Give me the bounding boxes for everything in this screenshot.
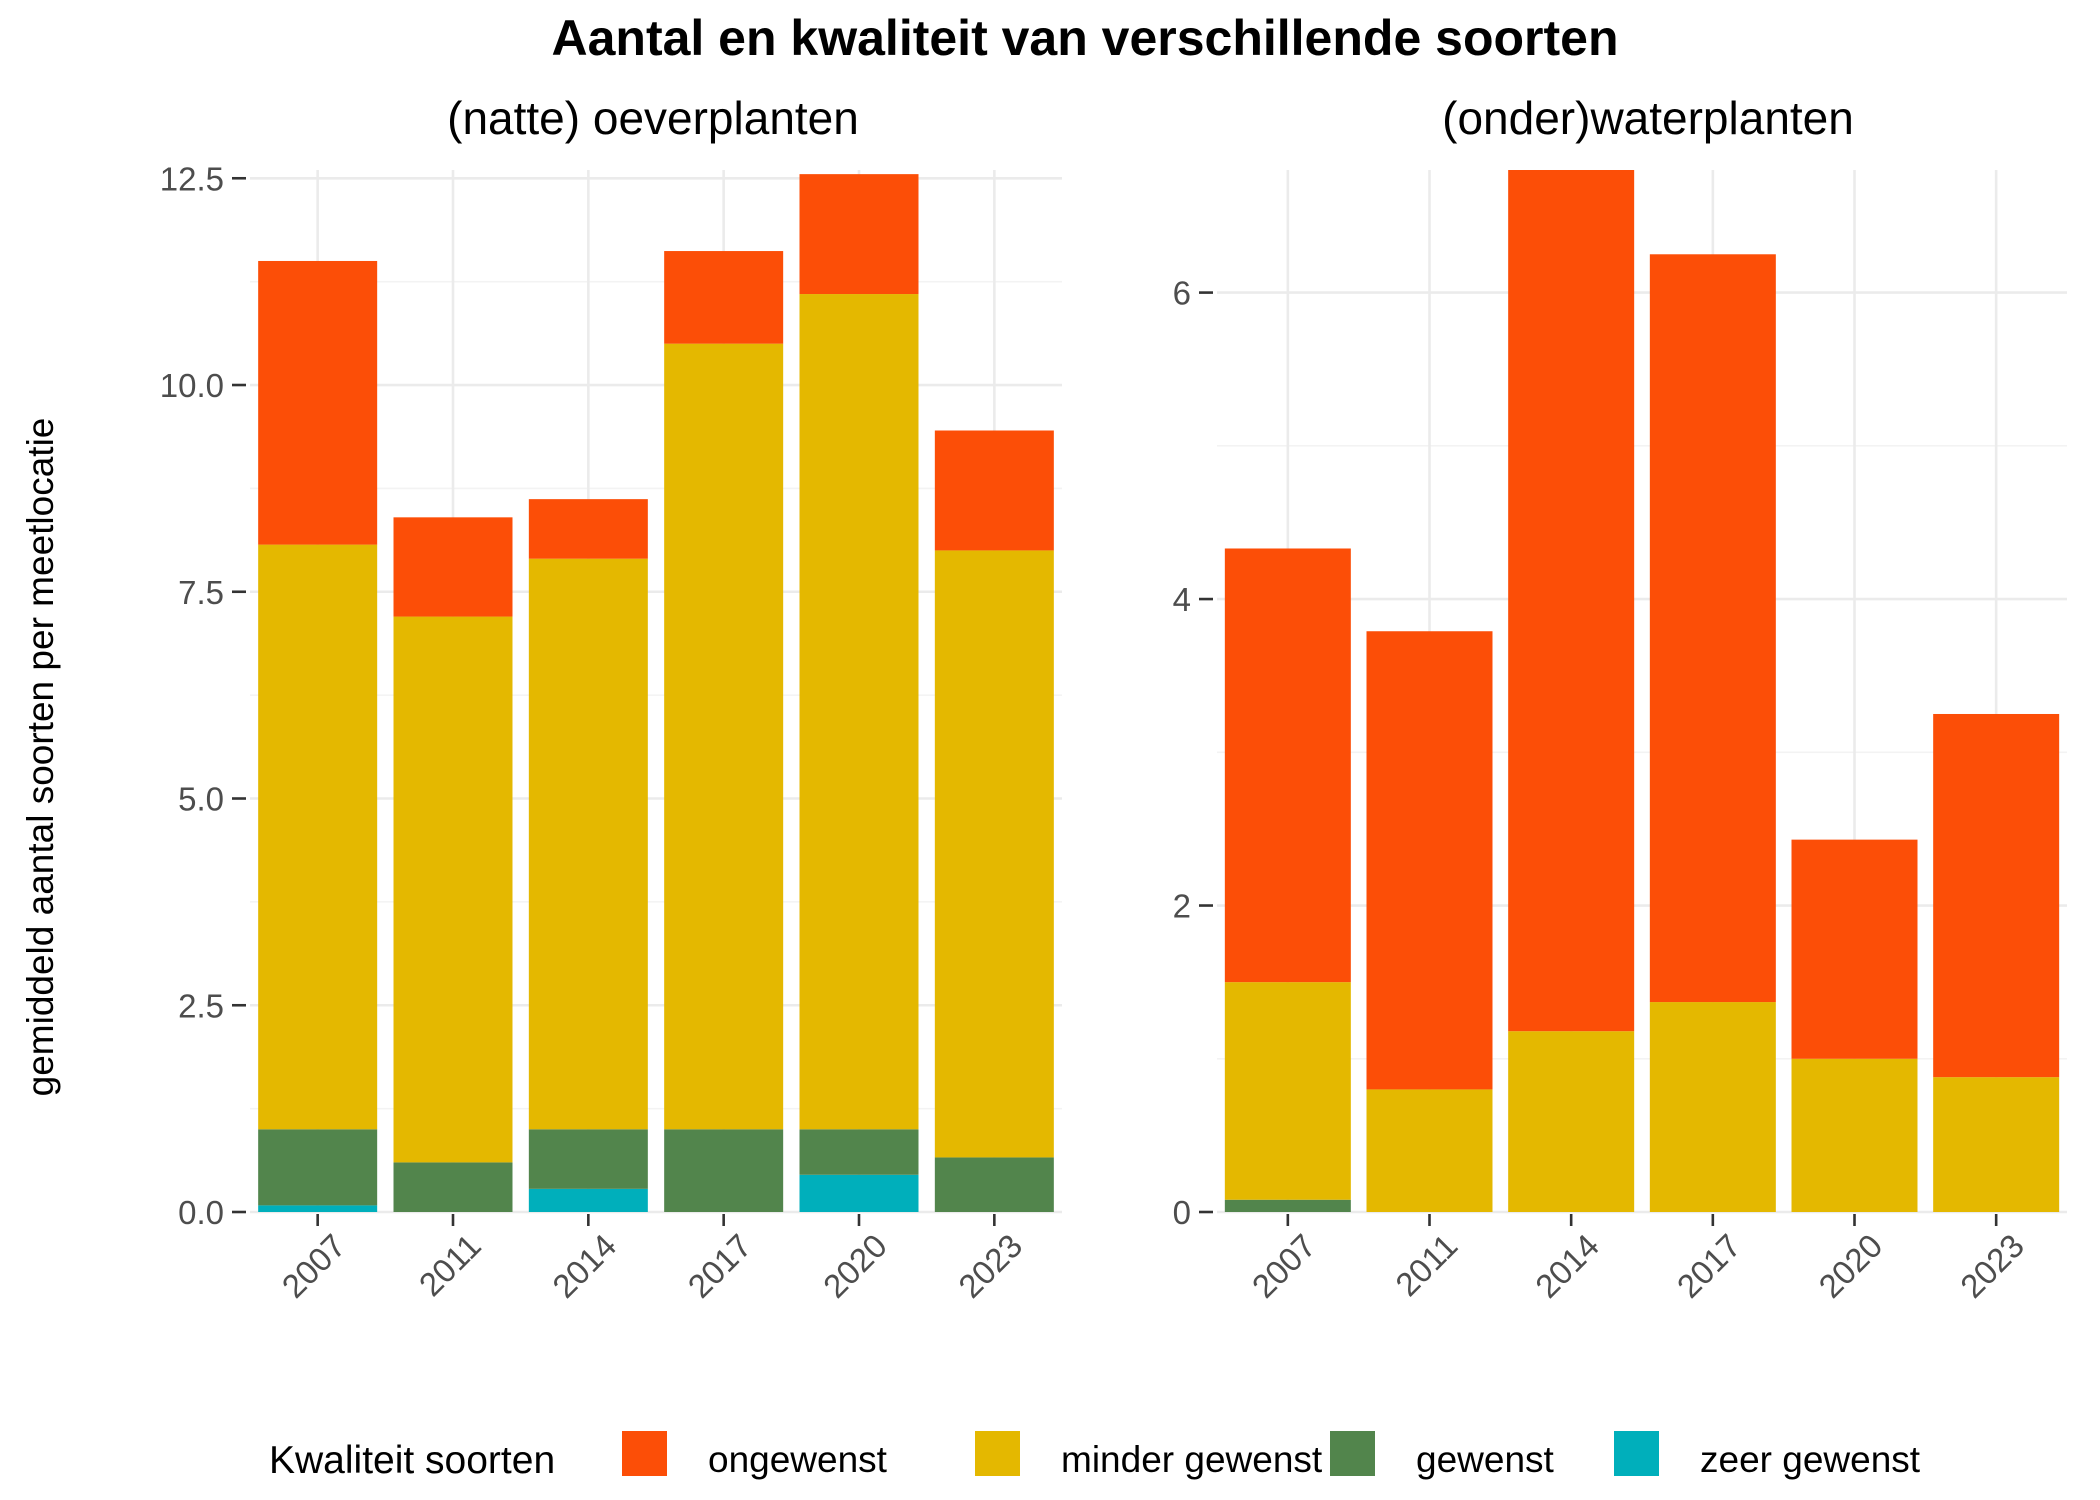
bar-segment-minder-gewenst [799,294,919,1130]
y-tick-label: 2.5 [178,987,224,1024]
bar-segment-gewenst [934,1157,1054,1212]
bar-segment-minder-gewenst [1508,1031,1635,1212]
x-tick-label: 2020 [1811,1227,1889,1305]
bar-segment-minder-gewenst [528,558,648,1130]
legend-label: ongewenst [708,1439,888,1480]
panel-oeverplanten: 0.0 2.5 5.0 7.5 10.0 12.5 2007 2011 2014 2017 2020… [160,160,1062,1305]
bar-segment-minder-gewenst [1791,1058,1918,1212]
bar-segment-ongewenst [1791,839,1918,1059]
bar-segment-gewenst [664,1129,784,1212]
y-tick-label: 10.0 [160,367,224,404]
y-tick-label: 0 [1173,1194,1191,1231]
bar-segment-zeer-gewenst [528,1188,648,1212]
legend-title: Kwaliteit soorten [269,1439,555,1482]
bar-segment-ongewenst [1366,631,1493,1090]
x-tick-label: 2011 [1388,1227,1464,1303]
panel-title-waterplanten: (onder)waterplanten [1442,92,1854,144]
x-tick-label: 2007 [275,1227,353,1305]
legend-label: minder gewenst [1061,1439,1323,1480]
bar-segment-ongewenst [393,517,513,617]
bar-segment-minder-gewenst [664,343,784,1130]
x-tick-label: 2023 [1953,1227,2031,1305]
x-tick-label: 2020 [816,1227,894,1305]
y-tick-label: 0.0 [178,1194,224,1231]
bar-segment-ongewenst [799,174,919,295]
y-tick-label: 6 [1173,275,1191,312]
legend-label: zeer gewenst [1700,1439,1921,1480]
legend-swatch-minder-gewenst [975,1431,1020,1476]
bar-segment-ongewenst [1508,170,1635,1032]
legend: Kwaliteit soorten ongewenst minder gewens… [269,1431,1921,1482]
bar-segment-ongewenst [258,260,378,545]
panel-title-oeverplanten: (natte) oeverplanten [447,92,859,144]
bar-segment-ongewenst [934,430,1054,551]
bar-segment-zeer-gewenst [799,1174,919,1212]
chart-title: Aantal en kwaliteit van verschillende so… [551,10,1618,66]
bar-segment-gewenst [528,1129,648,1189]
bar-segment-ongewenst [1224,548,1351,983]
x-tick-label: 2017 [681,1227,759,1305]
bar-segment-minder-gewenst [934,550,1054,1158]
bar-segment-minder-gewenst [1933,1077,2060,1212]
bar-segment-minder-gewenst [393,616,513,1163]
bar-segment-gewenst [258,1129,378,1206]
bar-segment-minder-gewenst [1366,1089,1493,1212]
x-tick-label: 2017 [1670,1227,1748,1305]
bar-segment-minder-gewenst [258,544,378,1130]
bar-segment-gewenst [799,1129,919,1175]
bar-segment-minder-gewenst [1224,982,1351,1200]
y-tick-label: 12.5 [160,160,224,197]
x-tick-label: 2014 [545,1227,623,1305]
y-tick-label: 5.0 [178,781,224,818]
bar-segment-gewenst [393,1162,513,1212]
legend-swatch-ongewenst [622,1431,667,1476]
panel-waterplanten: 0 2 4 6 2007 2011 2014 2017 2020 2023 [1173,170,2067,1305]
y-tick-label: 4 [1173,581,1191,618]
bar-segment-ongewenst [528,499,648,559]
y-axis-title: gemiddeld aantal soorten per meetlocatie [20,418,61,1097]
bar-segment-zeer-gewenst [258,1205,378,1212]
legend-swatch-gewenst [1330,1431,1375,1476]
x-tick-label: 2014 [1528,1227,1606,1305]
bar-segment-gewenst [1224,1199,1351,1212]
x-tick-label: 2011 [412,1227,488,1303]
bar-segment-ongewenst [1933,713,2060,1078]
x-tick-label: 2007 [1245,1227,1323,1305]
y-tick-label: 7.5 [178,574,224,611]
legend-swatch-zeer-gewenst [1614,1431,1659,1476]
x-tick-label: 2023 [951,1227,1029,1305]
y-tick-label: 2 [1173,888,1191,925]
legend-label: gewenst [1416,1439,1555,1480]
bar-segment-minder-gewenst [1649,1002,1776,1212]
bar-segment-ongewenst [664,251,784,344]
bar-segment-ongewenst [1649,254,1776,1003]
